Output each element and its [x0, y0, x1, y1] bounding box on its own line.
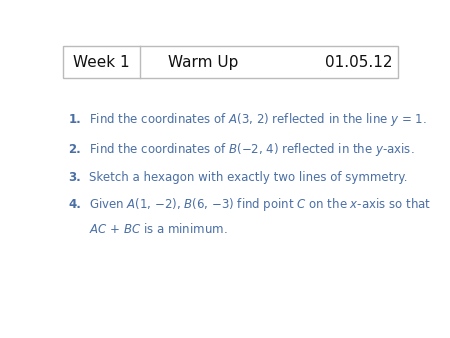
Text: 2.: 2.: [68, 143, 81, 156]
Text: Warm Up: Warm Up: [168, 54, 239, 70]
Text: Find the coordinates of $B$(−2, 4) reflected in the $y$-axis.: Find the coordinates of $B$(−2, 4) refle…: [90, 141, 415, 159]
FancyBboxPatch shape: [63, 46, 398, 78]
Text: 4.: 4.: [68, 198, 81, 211]
Text: Week 1: Week 1: [73, 54, 130, 70]
Text: Find the coordinates of $A$(3, 2) reflected in the line $y$ = 1.: Find the coordinates of $A$(3, 2) reflec…: [90, 112, 427, 128]
Text: Sketch a hexagon with exactly two lines of symmetry.: Sketch a hexagon with exactly two lines …: [90, 171, 408, 184]
Text: 01.05.12: 01.05.12: [325, 54, 393, 70]
Text: 3.: 3.: [68, 171, 81, 184]
Text: Given $A$(1, −2), $B$(6, −3) find point $C$ on the $x$-axis so that: Given $A$(1, −2), $B$(6, −3) find point …: [90, 196, 432, 213]
Text: $AC$ + $BC$ is a minimum.: $AC$ + $BC$ is a minimum.: [90, 222, 228, 236]
Text: 1.: 1.: [68, 114, 81, 126]
